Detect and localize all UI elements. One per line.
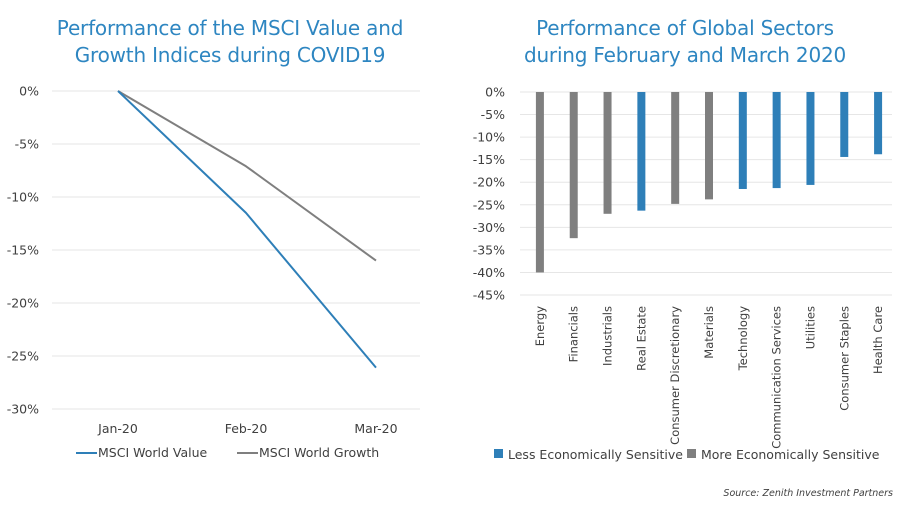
series-line-msci-world-growth — [117, 90, 377, 262]
bar-real-estate — [637, 92, 646, 211]
left-chart-title: Performance of the MSCI Value and Growth… — [20, 15, 440, 69]
right-x-tick-label: Real Estate — [634, 306, 648, 371]
right-x-tick-label: Health Care — [871, 306, 885, 374]
right-x-tick-label: Utilities — [803, 306, 817, 349]
right-x-tick-label: Consumer Staples — [837, 306, 851, 411]
right-y-tick-label: -20% — [473, 175, 505, 190]
right-bar-chart: 0% -5% -10% -15% -20% -25% -30% -35% -40% -45% Ene… — [473, 85, 892, 462]
bar-health-care — [874, 92, 883, 155]
bar-energy — [535, 92, 544, 273]
right-x-tick-label: Consumer Discretionary — [668, 306, 682, 445]
left-x-tick-label: Mar-20 — [354, 421, 397, 436]
left-x-tick-label: Feb-20 — [225, 421, 268, 436]
left-y-tick-label: 0% — [19, 84, 39, 99]
right-y-tick-label: -10% — [473, 130, 505, 145]
right-chart-title-line-2: during February and March 2020 — [523, 43, 847, 67]
bar-consumer-staples — [840, 92, 849, 157]
right-x-tick-label: Technology — [736, 306, 750, 372]
left-y-tick-label: -25% — [7, 349, 39, 364]
series-line-msci-world-value — [117, 90, 377, 369]
right-x-tick-label: Communication Services — [770, 306, 784, 449]
bar-materials — [705, 92, 713, 200]
left-y-tick-label: -15% — [7, 243, 39, 258]
right-x-tick-label: Financials — [567, 306, 581, 362]
left-y-tick-label: -5% — [15, 137, 39, 152]
right-x-tick-label: Industrials — [601, 306, 615, 366]
left-chart-title-line-1: Performance of the MSCI Value and — [56, 16, 404, 40]
bar-industrials — [603, 92, 612, 214]
left-y-tick-label: -20% — [7, 296, 39, 311]
legend-label: More Economically Sensitive — [701, 447, 880, 462]
legend-swatch-less — [494, 449, 503, 458]
right-y-tick-label: -40% — [473, 265, 505, 280]
right-x-tick-label: Energy — [533, 306, 547, 346]
right-y-tick-label: -5% — [481, 107, 505, 122]
right-y-tick-label: -35% — [473, 242, 505, 257]
right-chart-title: Performance of Global Sectors during Feb… — [470, 15, 899, 69]
bar-financials — [569, 92, 578, 239]
legend-swatch-more — [687, 449, 696, 458]
left-chart-title-line-2: Growth Indices during COVID19 — [74, 43, 386, 67]
legend-label: Less Economically Sensitive — [508, 447, 683, 462]
left-x-tick-label: Jan-20 — [97, 421, 138, 436]
right-y-tick-label: 0% — [485, 85, 505, 100]
right-x-tick-label: Materials — [702, 306, 716, 359]
legend-label: MSCI World Value — [98, 445, 208, 460]
bar-utilities — [806, 92, 815, 185]
source-note: Source: Zenith Investment Partners — [723, 488, 893, 499]
bar-technology — [738, 92, 747, 189]
legend-label: MSCI World Growth — [259, 445, 379, 460]
bar-communication-services — [772, 92, 781, 189]
left-y-tick-label: -30% — [7, 402, 39, 417]
right-y-tick-label: -15% — [473, 152, 505, 167]
right-y-tick-label: -45% — [473, 288, 505, 303]
left-y-tick-label: -10% — [7, 190, 39, 205]
right-y-tick-label: -25% — [473, 197, 505, 212]
left-line-chart: 0% -5% -10% -15% -20% -25% -30% Jan-20 Feb-20 Mar… — [7, 84, 420, 460]
bar-consumer-discretionary — [671, 92, 680, 204]
right-chart-title-line-1: Performance of Global Sectors — [536, 16, 834, 40]
right-y-tick-label: -30% — [473, 220, 505, 235]
